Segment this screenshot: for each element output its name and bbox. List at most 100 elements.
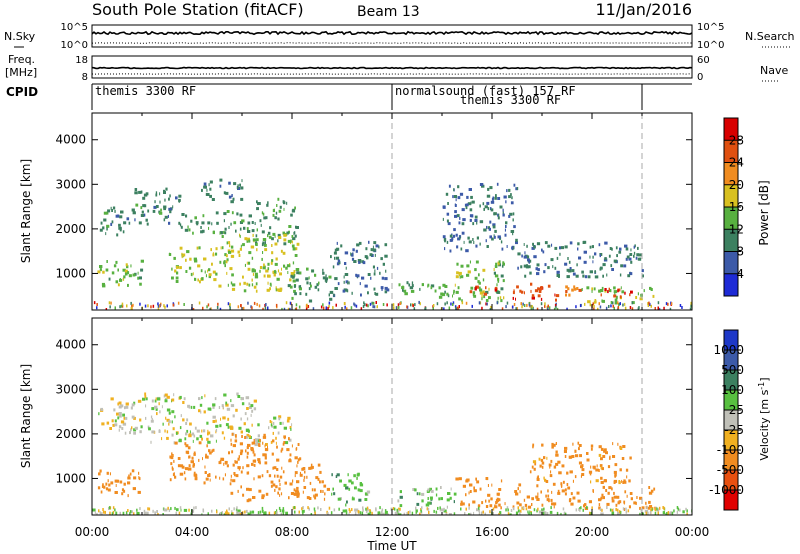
heatmap-cell (411, 284, 414, 288)
heatmap-cell (192, 231, 194, 235)
heatmap-cell (560, 483, 563, 487)
heatmap-cell (523, 498, 526, 502)
heatmap-cell (639, 297, 643, 301)
heatmap-cell (115, 511, 118, 515)
heatmap-cell (454, 210, 457, 214)
heatmap-cell (291, 444, 293, 448)
heatmap-cell (332, 487, 334, 491)
heatmap-cell (375, 301, 377, 304)
heatmap-cell (293, 273, 296, 277)
heatmap-cell (159, 200, 161, 204)
heatmap-cell (498, 503, 501, 507)
heatmap-cell (346, 500, 348, 504)
heatmap-cell (296, 226, 299, 229)
heatmap-cell (453, 512, 456, 515)
heatmap-cell (469, 214, 474, 218)
heatmap-cell (209, 187, 212, 191)
heatmap-cell (469, 290, 473, 294)
heatmap-cell (618, 302, 620, 306)
heatmap-cell (635, 501, 637, 505)
heatmap-cell (572, 272, 576, 276)
heatmap-cell (125, 416, 128, 420)
heatmap-cell (190, 512, 192, 515)
heatmap-cell (299, 457, 302, 461)
heatmap-cell (253, 399, 257, 403)
heatmap-cell (602, 299, 605, 303)
heatmap-cell (469, 208, 473, 212)
heatmap-cell (499, 511, 502, 515)
heatmap-cell (578, 447, 580, 451)
heatmap-cell (136, 511, 140, 515)
heatmap-cell (562, 480, 565, 484)
heatmap-cell (380, 257, 383, 261)
heatmap-cell (516, 285, 519, 289)
heatmap-cell (194, 259, 198, 263)
heatmap-cell (264, 444, 266, 448)
heatmap-cell (297, 458, 300, 462)
heatmap-cell (530, 512, 532, 515)
heatmap-cell (128, 474, 130, 478)
heatmap-cell (454, 203, 456, 207)
heatmap-cell (565, 285, 568, 289)
heatmap-cell (116, 233, 119, 237)
heatmap-cell (309, 481, 312, 485)
heatmap-cell (617, 508, 619, 512)
heatmap-cell (208, 273, 212, 277)
heatmap-cell (547, 494, 550, 498)
heatmap-cell (542, 250, 545, 254)
heatmap-cell (537, 492, 539, 496)
heatmap-cell (187, 404, 191, 408)
heatmap-cell (497, 213, 499, 217)
heatmap-cell (506, 245, 508, 248)
heatmap-cell (529, 271, 532, 275)
heatmap-cell (199, 280, 201, 284)
heatmap-cell (337, 259, 341, 263)
heatmap-cell (179, 506, 182, 510)
heatmap-cell (598, 243, 601, 247)
heatmap-cell (212, 231, 215, 235)
heatmap-cell (230, 245, 234, 249)
heatmap-cell (397, 499, 400, 503)
heatmap-cell (633, 254, 635, 258)
velocity-panel-bg (92, 318, 692, 515)
heatmap-cell (446, 240, 449, 244)
heatmap-cell (203, 481, 206, 485)
heatmap-cell (392, 507, 395, 510)
heatmap-cell (275, 211, 278, 215)
heatmap-cell (141, 210, 144, 214)
heatmap-cell (421, 506, 423, 510)
heatmap-cell (238, 455, 240, 459)
heatmap-cell (492, 507, 495, 511)
heatmap-cell (209, 307, 211, 310)
heatmap-cell (416, 502, 420, 506)
heatmap-cell (114, 423, 118, 427)
heatmap-cell (589, 270, 593, 274)
heatmap-cell (212, 253, 215, 257)
heatmap-cell (286, 448, 290, 452)
heatmap-cell (336, 262, 340, 266)
heatmap-cell (654, 508, 657, 512)
heatmap-cell (451, 237, 454, 240)
heatmap-cell (208, 226, 210, 230)
heatmap-cell (452, 234, 456, 238)
heatmap-cell (438, 295, 443, 299)
heatmap-cell (186, 250, 190, 254)
heatmap-cell (453, 500, 455, 504)
heatmap-cell (613, 259, 615, 263)
heatmap-cell (690, 301, 692, 305)
heatmap-cell (512, 305, 514, 309)
heatmap-cell (222, 477, 225, 481)
heatmap-cell (97, 270, 101, 274)
heatmap-cell (132, 303, 134, 307)
heatmap-cell (542, 511, 545, 515)
heatmap-cell (284, 441, 289, 445)
heatmap-cell (475, 244, 478, 248)
heatmap-cell (225, 461, 227, 465)
heatmap-cell (561, 489, 565, 493)
heatmap-cell (219, 184, 222, 188)
velocity-colorbar-swatch (724, 410, 738, 430)
heatmap-cell (271, 259, 274, 263)
heatmap-cell (544, 263, 547, 267)
heatmap-cell (336, 256, 340, 260)
heatmap-cell (656, 507, 658, 511)
